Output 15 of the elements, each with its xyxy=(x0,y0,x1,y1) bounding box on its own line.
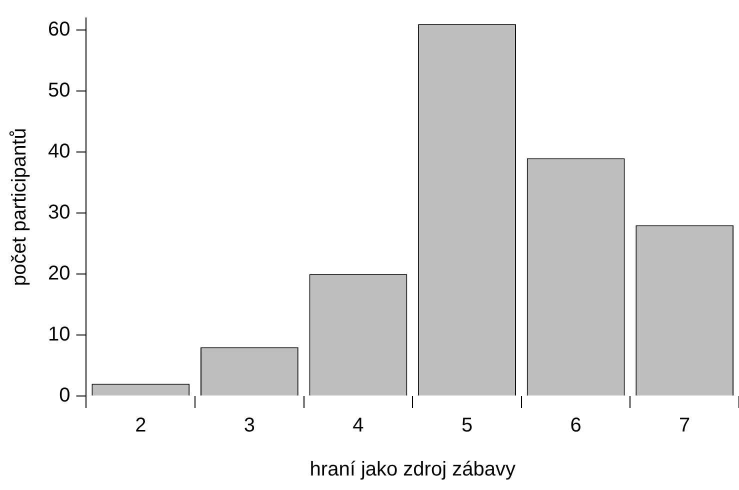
x-tick-label: 3 xyxy=(244,414,255,437)
x-tick-label: 5 xyxy=(461,414,473,437)
x-tick-label: 6 xyxy=(570,414,582,437)
x-tick-label: 2 xyxy=(135,414,146,437)
y-axis-title: počet participantů xyxy=(8,128,31,286)
y-tick-label: 50 xyxy=(48,80,70,102)
x-tick-label: 7 xyxy=(679,414,690,437)
y-tick-label: 40 xyxy=(48,140,70,163)
x-axis-title: hraní jako zdroj zábavy xyxy=(310,458,516,481)
y-tick-label: 0 xyxy=(59,384,70,407)
y-tick-label: 10 xyxy=(48,324,70,346)
y-tick-label: 20 xyxy=(48,262,70,285)
y-tick-label: 30 xyxy=(48,202,70,224)
y-tick-label: 60 xyxy=(48,18,70,41)
x-tick-label: 4 xyxy=(352,414,364,437)
